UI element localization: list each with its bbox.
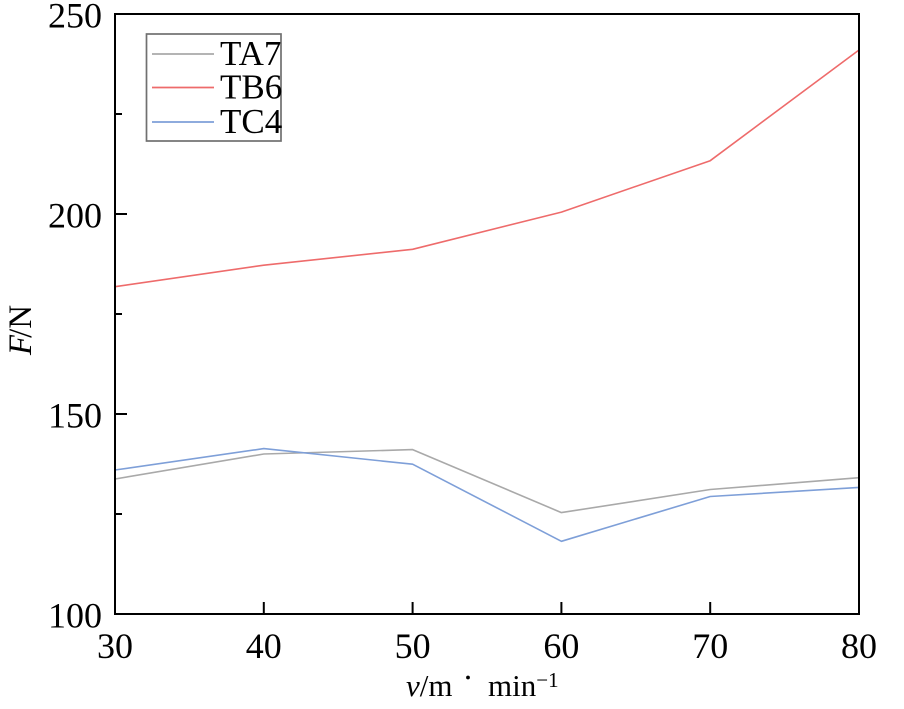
svg-text:250: 250 bbox=[48, 0, 102, 36]
svg-text:70: 70 bbox=[692, 626, 728, 666]
svg-text:TA7: TA7 bbox=[220, 34, 281, 73]
svg-text:50: 50 bbox=[395, 626, 431, 666]
svg-text:100: 100 bbox=[48, 596, 102, 636]
svg-text:30: 30 bbox=[97, 626, 133, 666]
svg-text:80: 80 bbox=[841, 626, 877, 666]
svg-text:200: 200 bbox=[48, 196, 102, 236]
svg-text:150: 150 bbox=[48, 396, 102, 436]
svg-text:TB6: TB6 bbox=[220, 68, 282, 107]
svg-text:v/m: v/m bbox=[406, 668, 453, 703]
svg-text:TC4: TC4 bbox=[220, 102, 282, 141]
svg-text:40: 40 bbox=[246, 626, 282, 666]
svg-text:F/N: F/N bbox=[3, 305, 39, 356]
svg-text:60: 60 bbox=[543, 626, 579, 666]
